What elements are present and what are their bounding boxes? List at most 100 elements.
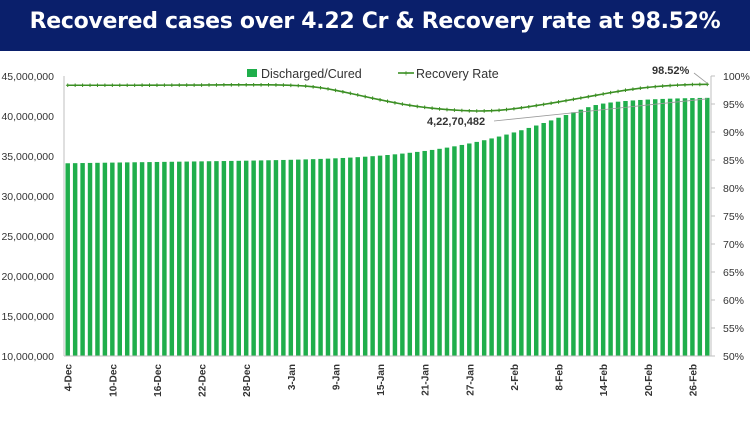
bar — [154, 161, 160, 356]
y-right-tick-label: 55% — [723, 323, 744, 335]
bar — [281, 159, 286, 356]
bar — [652, 99, 658, 356]
rate-point — [549, 101, 553, 105]
rate-point — [296, 83, 301, 88]
rate-point — [117, 83, 122, 88]
rate-point — [333, 88, 338, 93]
x-tick-label: 8-Feb — [555, 364, 566, 391]
rate-point — [370, 96, 375, 101]
rate-point — [556, 100, 561, 104]
rate-point — [437, 107, 442, 111]
bar — [511, 132, 517, 356]
rate-point — [73, 83, 77, 88]
bar — [296, 159, 301, 356]
rate-point — [385, 99, 390, 104]
bar — [362, 156, 368, 356]
rate-point — [586, 94, 591, 99]
bar — [571, 112, 576, 356]
y-right-tick-label: 50% — [723, 351, 744, 363]
rate-point — [222, 83, 226, 87]
bar — [184, 161, 189, 356]
x-tick-label: 3-Jan — [287, 364, 298, 390]
rate-point — [95, 83, 100, 88]
bar — [124, 162, 130, 356]
rate-point — [170, 83, 174, 87]
legend-swatch-discharged — [247, 69, 257, 77]
bar — [563, 115, 569, 357]
rate-point — [274, 83, 278, 87]
x-tick-label: 27-Jan — [465, 364, 476, 396]
y-right-tick-label: 70% — [723, 239, 744, 251]
rate-point — [80, 83, 85, 88]
combo-chart: 10,000,000 15,000,000 20,000,000 25,000,000… — [1, 65, 749, 397]
bar — [110, 162, 115, 356]
rate-point — [534, 103, 539, 108]
y-right-tick-label: 60% — [723, 295, 744, 307]
rate-point — [422, 105, 427, 110]
rate-point — [393, 100, 397, 105]
rate-point — [65, 83, 70, 88]
bar — [139, 162, 145, 356]
bar — [243, 160, 249, 356]
y-left-tick-label: 30,000,000 — [1, 191, 54, 203]
rate-point — [571, 97, 576, 102]
x-tick-label: 20-Feb — [644, 364, 655, 396]
bar — [548, 120, 554, 356]
bar — [348, 157, 353, 356]
bar — [266, 160, 271, 356]
bar — [95, 162, 100, 356]
bar — [65, 163, 70, 356]
rate-point — [132, 83, 137, 88]
rate-point — [318, 85, 323, 90]
rate-point — [125, 83, 130, 88]
bar — [288, 159, 294, 356]
x-tick-label: 4-Dec — [64, 364, 75, 392]
bar — [422, 150, 427, 356]
bar — [102, 162, 108, 356]
rate-point — [147, 83, 152, 87]
x-tick-label: 26-Feb — [688, 364, 699, 396]
x-tick-label: 14-Feb — [599, 364, 610, 396]
bar — [177, 161, 182, 356]
rate-point — [408, 103, 412, 108]
y-right-tick-label: 80% — [723, 183, 744, 195]
rate-point — [348, 91, 353, 96]
rate-point — [311, 85, 315, 89]
bar — [162, 161, 167, 356]
rate-point — [660, 84, 665, 88]
bar — [660, 98, 665, 357]
bar — [429, 149, 435, 356]
bar — [504, 134, 509, 356]
bar — [191, 161, 197, 356]
x-tick-label: 21-Jan — [421, 364, 432, 396]
bar — [199, 161, 204, 356]
rate-point — [88, 83, 92, 88]
rate-point — [474, 109, 479, 113]
bar — [80, 163, 85, 356]
legend: Discharged/Cured + Recovery Rate — [247, 67, 499, 81]
bar — [586, 107, 591, 356]
bar — [623, 101, 628, 356]
rate-point — [430, 106, 434, 110]
bar — [593, 105, 598, 356]
bar — [615, 101, 621, 357]
rate-point — [653, 84, 658, 89]
bar — [467, 143, 472, 356]
rate-point — [497, 108, 501, 113]
rate-point — [683, 82, 687, 87]
rate-point — [214, 83, 219, 87]
y-left-tick-label: 40,000,000 — [1, 111, 54, 123]
bar — [117, 162, 122, 356]
x-tick-label: 22-Dec — [198, 364, 209, 397]
rate-point — [207, 83, 211, 87]
bar — [519, 130, 524, 356]
bar — [273, 160, 279, 356]
rate-point — [266, 83, 271, 87]
bar — [72, 163, 78, 356]
rate-point — [199, 83, 204, 87]
y-right-tick-label: 65% — [723, 267, 744, 279]
bar — [638, 99, 643, 356]
y-left-tick-label: 15,000,000 — [1, 311, 54, 323]
rate-point — [103, 83, 107, 88]
rate-point — [564, 98, 568, 103]
